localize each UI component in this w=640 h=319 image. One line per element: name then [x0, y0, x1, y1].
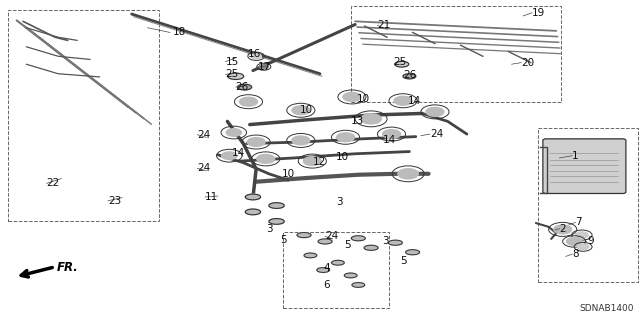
- Ellipse shape: [297, 233, 311, 238]
- Text: 5: 5: [400, 256, 406, 266]
- Circle shape: [566, 238, 582, 245]
- Circle shape: [343, 93, 361, 101]
- Text: 25: 25: [394, 57, 406, 67]
- Ellipse shape: [318, 239, 332, 244]
- Text: 24: 24: [325, 231, 339, 241]
- Text: 9: 9: [587, 236, 593, 247]
- Circle shape: [292, 106, 310, 115]
- Text: 8: 8: [572, 249, 579, 259]
- Ellipse shape: [364, 245, 378, 250]
- Text: 21: 21: [378, 20, 391, 31]
- Ellipse shape: [395, 61, 409, 67]
- Ellipse shape: [406, 250, 420, 255]
- Circle shape: [221, 152, 237, 160]
- Ellipse shape: [269, 203, 284, 208]
- Text: 3: 3: [336, 197, 342, 207]
- Circle shape: [303, 157, 321, 166]
- Text: 6: 6: [323, 280, 330, 290]
- Text: 5: 5: [344, 240, 351, 250]
- Ellipse shape: [304, 253, 317, 258]
- Text: 22: 22: [47, 178, 60, 188]
- Circle shape: [251, 54, 261, 59]
- Text: 14: 14: [408, 96, 421, 106]
- Circle shape: [575, 232, 588, 238]
- Text: 7: 7: [575, 217, 582, 227]
- Text: 23: 23: [108, 196, 121, 206]
- Text: 11: 11: [205, 192, 218, 202]
- Text: 24: 24: [197, 163, 211, 174]
- Ellipse shape: [351, 236, 365, 241]
- Text: 2: 2: [559, 224, 566, 234]
- Circle shape: [247, 137, 265, 146]
- Circle shape: [398, 169, 419, 179]
- Circle shape: [426, 108, 444, 116]
- Text: 17: 17: [257, 63, 271, 72]
- Circle shape: [577, 244, 589, 250]
- Text: 26: 26: [403, 70, 416, 80]
- FancyBboxPatch shape: [543, 139, 626, 194]
- Text: 13: 13: [351, 116, 364, 126]
- Ellipse shape: [344, 273, 357, 278]
- Ellipse shape: [237, 84, 252, 90]
- Text: 18: 18: [173, 27, 186, 37]
- Circle shape: [361, 114, 381, 124]
- Ellipse shape: [388, 240, 403, 245]
- Text: 25: 25: [225, 69, 239, 79]
- Ellipse shape: [332, 260, 344, 265]
- Text: 4: 4: [323, 263, 330, 273]
- Text: 19: 19: [532, 8, 545, 18]
- Circle shape: [394, 96, 412, 105]
- Ellipse shape: [228, 73, 244, 79]
- Circle shape: [226, 129, 241, 136]
- Bar: [8, 10, 159, 221]
- Ellipse shape: [403, 74, 416, 79]
- Text: 3: 3: [266, 224, 273, 234]
- Text: 14: 14: [383, 135, 396, 145]
- Text: 10: 10: [282, 169, 295, 179]
- Bar: [538, 128, 638, 282]
- Circle shape: [554, 225, 572, 234]
- Ellipse shape: [352, 283, 365, 287]
- Text: 10: 10: [357, 93, 370, 104]
- Text: 3: 3: [383, 236, 389, 247]
- Circle shape: [383, 130, 401, 138]
- Text: FR.: FR.: [57, 261, 79, 274]
- Text: 24: 24: [197, 130, 211, 140]
- Ellipse shape: [245, 209, 260, 215]
- Text: 12: 12: [312, 157, 326, 167]
- Text: 10: 10: [336, 152, 349, 162]
- Text: 14: 14: [232, 147, 245, 158]
- Text: 24: 24: [430, 129, 443, 139]
- Text: 1: 1: [572, 151, 579, 161]
- Text: 20: 20: [521, 58, 534, 68]
- Text: SDNAB1400: SDNAB1400: [580, 304, 634, 313]
- Circle shape: [239, 97, 257, 106]
- Bar: [283, 232, 389, 308]
- Ellipse shape: [245, 194, 260, 200]
- Circle shape: [259, 64, 268, 69]
- Bar: [351, 6, 561, 102]
- Ellipse shape: [317, 268, 330, 272]
- Text: 10: 10: [300, 105, 313, 115]
- Text: 16: 16: [248, 49, 261, 59]
- Text: 26: 26: [236, 82, 249, 92]
- Text: 15: 15: [225, 57, 239, 67]
- Circle shape: [257, 154, 275, 163]
- Circle shape: [337, 133, 355, 142]
- Ellipse shape: [269, 219, 284, 224]
- Circle shape: [292, 136, 310, 145]
- Text: 5: 5: [280, 235, 287, 246]
